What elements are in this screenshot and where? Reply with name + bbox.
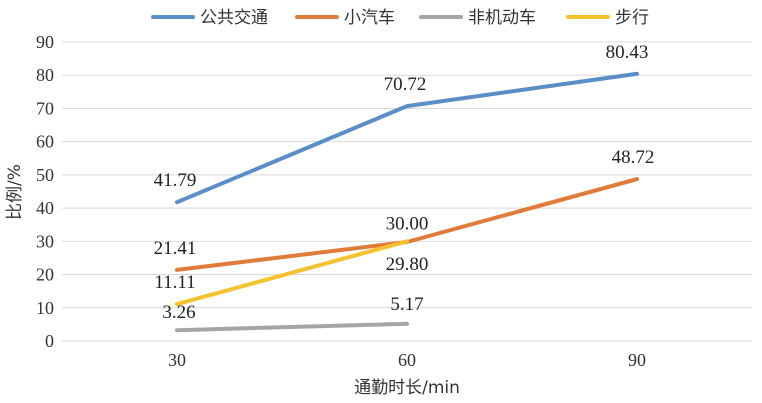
y-tick-label: 50 <box>36 165 54 185</box>
y-tick-label: 10 <box>36 298 54 318</box>
x-tick-labels: 30 60 90 <box>168 350 646 370</box>
series-line-0 <box>175 71 639 205</box>
y-tick-label: 60 <box>36 132 54 152</box>
data-label: 5.17 <box>390 294 423 315</box>
data-label: 30.00 <box>386 213 429 234</box>
legend: 公共交通 小汽车 非机动车 步行 <box>151 8 649 28</box>
grid-lines <box>62 41 752 342</box>
legend-label: 小汽车 <box>344 8 395 28</box>
data-label: 70.72 <box>384 74 427 95</box>
legend-label: 公共交通 <box>200 8 268 28</box>
y-tick-label: 80 <box>36 65 54 85</box>
y-tick-label: 40 <box>36 198 54 218</box>
x-tick-label: 90 <box>628 350 646 370</box>
y-tick-label: 30 <box>36 231 54 251</box>
y-tick-label: 90 <box>36 32 54 52</box>
data-label: 11.11 <box>154 272 195 293</box>
x-tick-label: 30 <box>168 350 186 370</box>
x-axis-title: 通勤时长/min <box>354 378 460 398</box>
data-label: 21.41 <box>154 238 197 259</box>
data-label: 41.79 <box>154 170 197 191</box>
x-tick-label: 60 <box>398 350 416 370</box>
series-line-2 <box>175 321 409 333</box>
y-tick-label: 0 <box>45 331 54 351</box>
y-tick-label: 20 <box>36 265 54 285</box>
legend-label: 非机动车 <box>468 8 536 28</box>
y-axis-title: 比例/% <box>5 164 25 220</box>
data-label: 3.26 <box>162 302 195 323</box>
data-labels: 41.79 70.72 80.43 21.41 29.80 48.72 3.26 5.17 11… <box>154 42 655 323</box>
series-line-3 <box>175 239 409 307</box>
y-tick-labels: 0 10 20 30 40 50 60 70 80 90 <box>36 32 54 351</box>
data-label: 29.80 <box>386 254 429 275</box>
data-label: 80.43 <box>606 42 649 63</box>
y-tick-label: 70 <box>36 98 54 118</box>
legend-label: 步行 <box>615 8 649 28</box>
data-label: 48.72 <box>612 147 655 168</box>
series-lines <box>175 71 639 333</box>
